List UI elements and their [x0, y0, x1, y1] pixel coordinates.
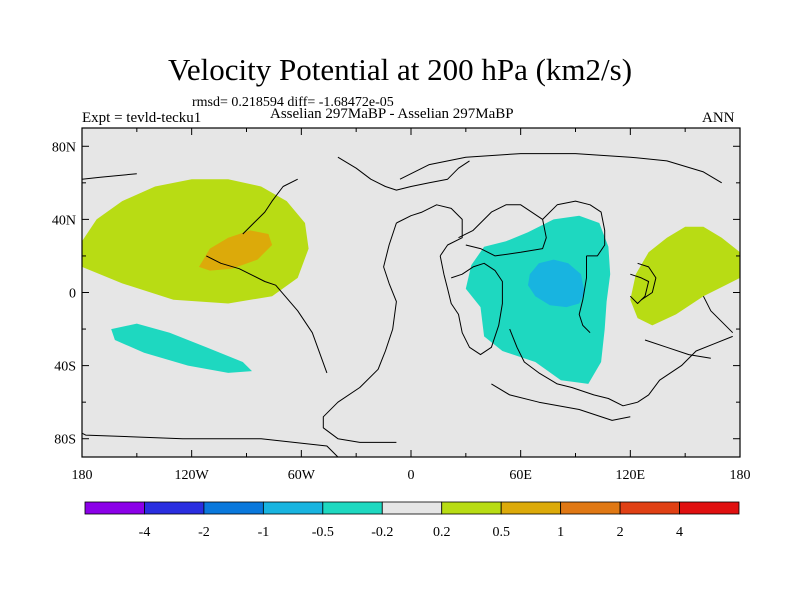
coastline-5	[322, 222, 397, 443]
coastline-layer	[81, 153, 734, 458]
colorbar-label: 4	[676, 525, 683, 540]
coastline-13	[491, 383, 631, 421]
coastline-14	[629, 273, 650, 304]
coastline-16	[702, 295, 734, 334]
coastline-1	[81, 173, 137, 180]
x-tick-label: 0	[408, 468, 415, 483]
coastline-6	[396, 204, 463, 257]
colorbar-swatch	[322, 501, 383, 515]
coastline-0	[81, 432, 339, 458]
x-tick-label: 60E	[509, 468, 532, 483]
colorbar-label: 0.2	[433, 525, 451, 540]
plot-frame	[81, 127, 741, 458]
y-tick-label: 0	[69, 287, 76, 302]
colorbar-label: -2	[198, 525, 210, 540]
colorbar-label: -1	[258, 525, 270, 540]
colorbar-swatch	[560, 501, 621, 515]
period-label: Asselian 297MaBP - Asselian 297MaBP	[270, 106, 514, 122]
colorbar-swatch	[203, 501, 264, 515]
season-label: ANN	[702, 110, 735, 126]
x-tick-label: 60W	[288, 468, 316, 483]
coastline-10	[399, 153, 722, 184]
x-tick-label: 180	[72, 468, 93, 483]
coastline-3	[242, 178, 298, 235]
colorbar-label: -4	[139, 525, 151, 540]
chart-title: Velocity Potential at 200 hPa (km2/s)	[167, 52, 633, 87]
contour-fill-layer	[82, 179, 740, 384]
coastline-12	[509, 328, 733, 407]
axis-layer: 180 120W 60W 0 60E 120E 180 80N 40N 0 40S 80S	[52, 128, 751, 483]
colorbar: -4 -2 -1 -0.5 -0.2 0.2 0.5 1 2 4	[84, 501, 740, 540]
y-tick-label: 80S	[54, 433, 76, 448]
x-tick-label: 180	[730, 468, 751, 483]
region-negative-0.2-0.5-indian-ocean	[465, 215, 611, 384]
y-tick-label: 40N	[52, 213, 76, 228]
colorbar-swatch	[500, 501, 562, 515]
x-tick-label: 120W	[175, 468, 210, 483]
coastline-17	[644, 339, 711, 359]
y-tick-label: 80N	[52, 140, 76, 155]
coastline-2	[206, 255, 328, 374]
colorbar-label: -0.5	[312, 525, 334, 540]
colorbar-swatch	[381, 501, 443, 515]
region-positive-0.5-1-north-pacific	[199, 230, 273, 271]
colorbar-label: 0.5	[492, 525, 510, 540]
colorbar-swatch	[144, 501, 205, 515]
stats-line: rmsd= 0.218594 diff= -1.68472e-05	[192, 95, 394, 110]
colorbar-swatch	[679, 501, 740, 515]
colorbar-label: 2	[617, 525, 624, 540]
colorbar-swatch	[441, 501, 502, 515]
colorbar-swatch	[84, 501, 145, 515]
coastline-8	[458, 204, 547, 257]
colorbar-label: -0.2	[371, 525, 393, 540]
region-positive-0.2-0.5-north-pacific	[82, 179, 309, 304]
x-tick-label: 120E	[616, 468, 646, 483]
colorbar-swatch	[619, 501, 680, 515]
colorbar-label: 1	[557, 525, 564, 540]
coastline-7	[439, 255, 503, 356]
coastline-4	[337, 156, 470, 191]
region-negative-0.5-1-indian-ocean	[528, 259, 585, 308]
region-negative-0.2-0.5-south-pacific	[111, 323, 252, 373]
coastline-9	[542, 200, 606, 257]
region-positive-0.2-0.5-west-pacific	[630, 226, 740, 326]
coastline-11	[578, 255, 591, 334]
coastline-15	[637, 262, 657, 301]
colorbar-swatch	[262, 501, 324, 515]
y-tick-label: 40S	[54, 360, 76, 375]
experiment-label: Expt = tevld-tecku1	[82, 110, 202, 126]
